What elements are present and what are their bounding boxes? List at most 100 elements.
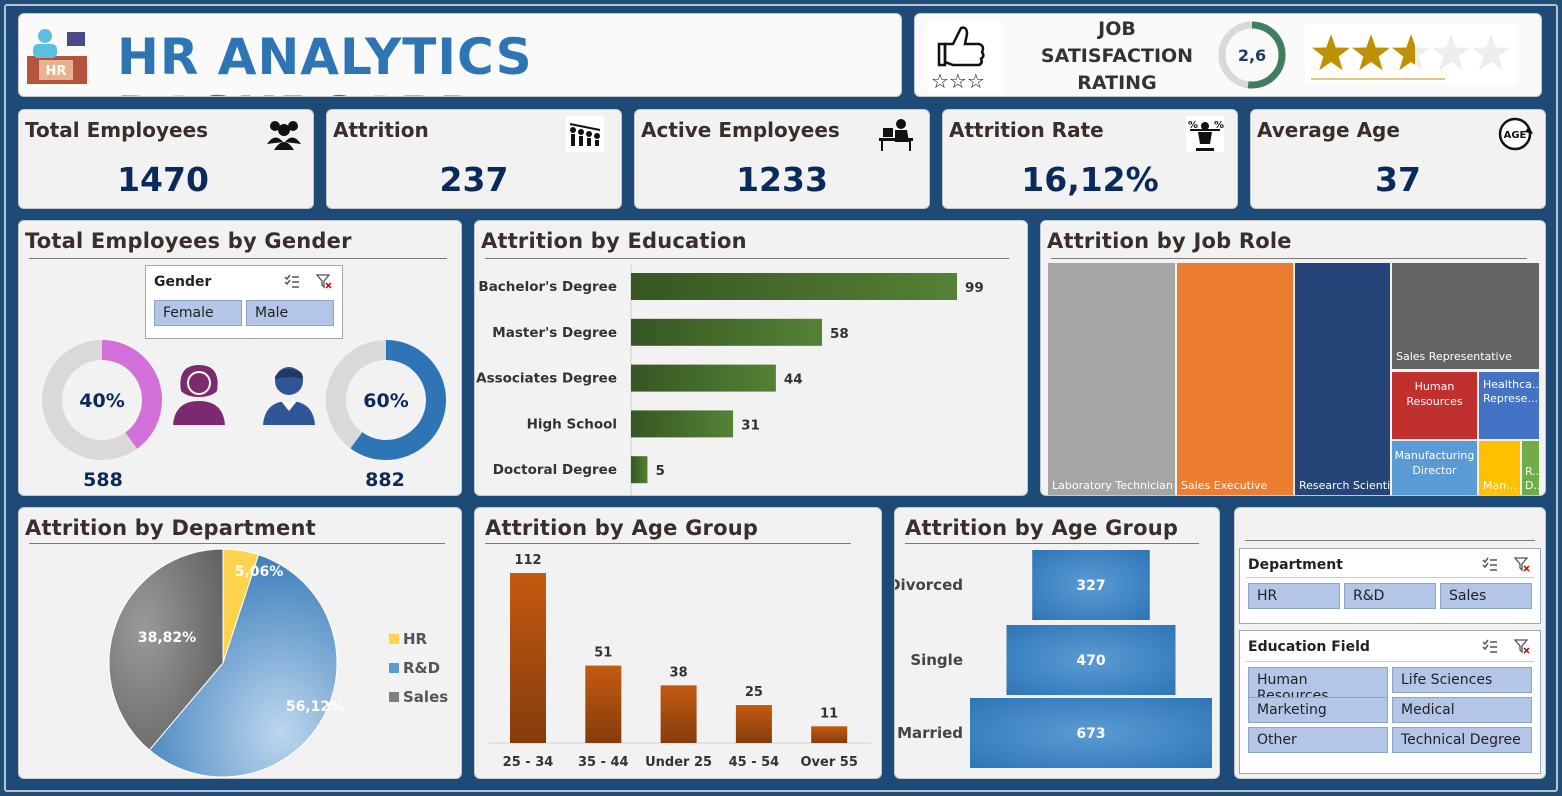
age-group-bar-chart: 112 25 - 34 51 35 - 44 38 Under 25 25 45 - 54 11… (489, 553, 871, 770)
age-category-label: 45 - 54 (729, 755, 780, 770)
male-donut: 60% (326, 340, 446, 460)
treemap-label: Represe... (1483, 392, 1538, 405)
funnel-category-label: Married (897, 724, 963, 742)
clear-filter-icon[interactable] (1514, 638, 1530, 654)
age-group-card: Attrition by Age Group 112 25 - 34 51 35 - … (474, 507, 882, 779)
edu-field-option-marketing[interactable]: Marketing (1248, 697, 1388, 723)
edu-field-option-other[interactable]: Other (1248, 727, 1388, 753)
department-option-rd[interactable]: R&D (1344, 583, 1436, 609)
legend-label: R&D (403, 659, 440, 677)
funnel-value-label: 470 (1076, 653, 1105, 669)
slicers-card: Department HR R&D Sales Education Field … (1234, 507, 1546, 779)
slicer-divider (1246, 661, 1534, 662)
edu-bar (631, 273, 957, 300)
gender-option-female[interactable]: Female (154, 300, 242, 326)
edu-bar (631, 410, 734, 438)
education-card: Attrition by Education Bachelor's Degree… (474, 220, 1028, 496)
department-option-sales[interactable]: Sales (1440, 583, 1532, 609)
funnel-bar (1006, 625, 1176, 695)
treemap-cell (1295, 263, 1390, 495)
age-bar (735, 705, 772, 743)
treemap-cell (1392, 263, 1539, 369)
department-option-hr[interactable]: HR (1248, 583, 1340, 609)
multi-select-icon[interactable] (1482, 638, 1498, 654)
kpi-attrition: Attrition 237 (326, 109, 622, 209)
age-bar (811, 726, 848, 743)
gender-slicer: Gender Female Male (145, 265, 343, 339)
age-value-label: 25 (745, 685, 763, 700)
multi-select-icon[interactable] (1482, 556, 1498, 572)
treemap-label: Laboratory Technician (1052, 479, 1173, 492)
age-icon: AGE (1498, 117, 1533, 151)
edu-value-label: 99 (965, 280, 984, 296)
edu-field-option-life-sciences[interactable]: Life Sciences (1392, 667, 1532, 693)
page-title: HR ANALYTICS DASHBOARD (117, 28, 533, 96)
kpi-attrition-rate: Attrition Rate % % 16,12% (942, 109, 1238, 209)
clear-filter-icon[interactable] (1514, 556, 1530, 572)
marital-funnel-chart: 327 Divorced 470 Single 673 Married (895, 550, 1212, 768)
kpi-average-age: Average Age AGE 37 (1250, 109, 1546, 209)
star-2 (1352, 34, 1390, 71)
kpi-value: 1233 (736, 160, 828, 199)
edu-value-label: 58 (830, 326, 849, 342)
satisfaction-title-2: SATISFACTION (1040, 45, 1194, 67)
job-role-treemap: Laboratory Technician Sales Executive Rese… (1048, 263, 1544, 495)
clear-filter-icon[interactable] (316, 273, 332, 289)
people-group-icon (267, 121, 301, 150)
male-count: 882 (365, 469, 405, 491)
pie-slice (148, 554, 338, 778)
age-bar (585, 665, 622, 743)
satisfaction-gauge: 2,6 (1218, 21, 1286, 89)
gender-option-male[interactable]: Male (246, 300, 334, 326)
age-category-label: 35 - 44 (578, 755, 629, 770)
title-divider (485, 258, 1009, 259)
female-donut: 40% (42, 340, 162, 460)
treemap-label: Sales Representative (1396, 350, 1512, 363)
male-person-icon (263, 367, 315, 425)
education-bar-chart: Bachelor's Degree 99 Master's Degree 58 Asso… (476, 265, 984, 495)
gender-card: Total Employees by Gender Gender Female … (18, 220, 462, 496)
title-divider (29, 543, 445, 544)
age-value-label: 51 (594, 646, 612, 661)
age-group-title: Attrition by Age Group (485, 516, 759, 540)
edu-value-label: 44 (784, 372, 803, 388)
hr-logo-icon: HR (27, 29, 87, 84)
kpi-value: 37 (1375, 160, 1421, 199)
treemap-label: Research Scientist (1299, 479, 1401, 492)
pie-value-label: 56,12% (286, 699, 344, 715)
star-icons (1311, 34, 1510, 80)
funnel-category-label: Divorced (895, 576, 963, 594)
age-value-label: 38 (670, 665, 688, 680)
edu-bar (631, 364, 776, 392)
treemap-cell (1392, 372, 1477, 439)
title-divider (1051, 258, 1527, 259)
treemap-cell (1479, 372, 1539, 439)
age-value-label: 112 (514, 553, 541, 568)
legend-label: HR (403, 630, 428, 648)
header-card: HR HR ANALYTICS DASHBOARD (18, 13, 902, 97)
pie-value-label: 38,82% (138, 630, 196, 646)
education-title: Attrition by Education (481, 229, 747, 253)
desk-worker-icon (879, 119, 913, 151)
treemap-label: Healthca... (1483, 378, 1542, 391)
treemap-cell (1048, 263, 1175, 495)
kpi-label: Average Age (1257, 118, 1400, 142)
treemap-label: Resources (1406, 395, 1462, 408)
edu-field-option-medical[interactable]: Medical (1392, 697, 1532, 723)
edu-category-label: High School (527, 416, 617, 432)
pie-slice (108, 548, 224, 751)
education-field-slicer: Education Field Human Resources Life Sci… (1239, 630, 1541, 774)
funnel-value-label: 673 (1076, 726, 1105, 742)
legend-swatch (389, 692, 399, 702)
treemap-label: Sales Executive (1181, 479, 1268, 492)
female-count: 588 (83, 469, 123, 491)
treemap-cell (1392, 441, 1477, 495)
edu-bar (631, 318, 822, 346)
edu-value-label: 5 (655, 463, 664, 479)
multi-select-icon[interactable] (284, 273, 300, 289)
treemap-cell (1177, 263, 1293, 495)
edu-category-label: Bachelor's Degree (478, 279, 617, 295)
edu-field-option-technical-degree[interactable]: Technical Degree (1392, 727, 1532, 753)
edu-value-label: 31 (741, 417, 760, 433)
age-category-label: Under 25 (645, 755, 712, 770)
